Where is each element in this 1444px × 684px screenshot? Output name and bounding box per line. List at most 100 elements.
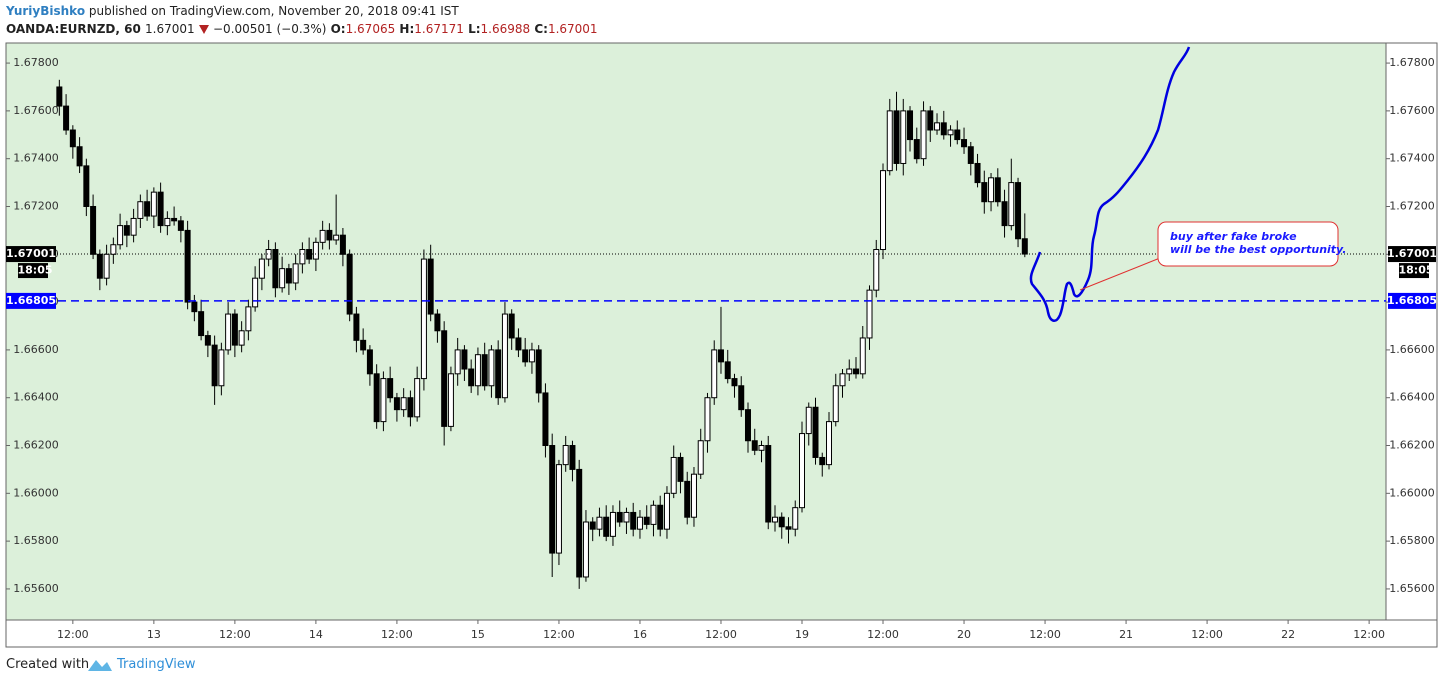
candle-body xyxy=(265,249,272,260)
candle-body xyxy=(1015,182,1022,240)
candle-body xyxy=(474,354,481,387)
candle-body xyxy=(988,177,995,203)
candle-body xyxy=(495,349,502,399)
countdown-tag xyxy=(1399,263,1429,279)
candle-body xyxy=(130,217,137,236)
candle-body xyxy=(400,397,407,411)
candle-body xyxy=(880,170,887,251)
candle-body xyxy=(252,277,259,308)
candle-body xyxy=(934,122,941,131)
ohlc-value: 1.66988 xyxy=(480,22,531,36)
candle-body xyxy=(407,397,414,418)
candle-body xyxy=(562,445,569,466)
candle-body xyxy=(299,249,306,265)
candle-body xyxy=(528,349,535,363)
x-axis xyxy=(5,619,1438,648)
countdown-tag xyxy=(18,263,48,279)
change: −0.00501 (−0.3%) xyxy=(213,22,327,36)
candle-body xyxy=(778,516,785,528)
candle-body xyxy=(555,464,562,554)
candle-body xyxy=(792,507,799,530)
y-tick-label: 1.67600 xyxy=(13,104,59,117)
candle-body xyxy=(798,433,805,509)
last-price: 1.67001 xyxy=(145,22,195,36)
author[interactable]: YuriyBishko xyxy=(6,4,86,18)
candle-body xyxy=(211,344,218,387)
y-tick-label: 1.67400 xyxy=(1389,152,1435,165)
x-tick-label: 21 xyxy=(1119,628,1133,641)
candle-body xyxy=(731,378,738,387)
right-axis xyxy=(1385,42,1438,621)
candle-body xyxy=(961,139,968,148)
ohlc: O:1.67065 H:1.67171 L:1.66988 C:1.67001 xyxy=(331,22,598,36)
price-tag-label: 1.67001 xyxy=(6,247,56,260)
candle-body xyxy=(967,146,974,164)
brand[interactable]: TradingView xyxy=(117,657,196,672)
candle-body xyxy=(994,177,1001,203)
candle-body xyxy=(447,373,454,427)
candle-body xyxy=(333,234,340,241)
ohlc-label: H: xyxy=(399,22,415,36)
price-tag-label: 1.67001 xyxy=(1387,247,1437,260)
candle-body xyxy=(1008,182,1015,227)
candle-body xyxy=(650,504,657,525)
candle-body xyxy=(832,385,839,423)
candle-body xyxy=(724,361,731,380)
candle-body xyxy=(218,349,225,387)
level-tag xyxy=(1388,292,1436,309)
candle-body xyxy=(123,225,130,236)
candle-body xyxy=(1021,238,1028,255)
callout-box xyxy=(1157,221,1339,267)
x-tick-label: 12:00 xyxy=(1029,628,1061,641)
candle-body xyxy=(907,110,914,141)
candle-body xyxy=(360,339,367,351)
candle-body xyxy=(285,268,292,284)
x-tick-label: 16 xyxy=(633,628,647,641)
candle-body xyxy=(319,229,326,243)
candle-body xyxy=(920,110,927,160)
candle-body xyxy=(441,330,448,427)
candle-body xyxy=(603,516,610,537)
candle-body xyxy=(522,349,529,363)
candle-body xyxy=(853,368,860,375)
candle-body xyxy=(866,289,873,339)
candle-body xyxy=(576,468,583,578)
ohlc-value: 1.67065 xyxy=(345,22,396,36)
candle-body xyxy=(272,249,279,289)
candle-body xyxy=(117,225,124,246)
y-tick-label: 1.66000 xyxy=(13,486,59,499)
candle-body xyxy=(549,445,556,554)
candle-body xyxy=(684,480,691,518)
candle-body xyxy=(1001,201,1008,227)
candle-body xyxy=(96,253,103,279)
x-tick-label: 12:00 xyxy=(219,628,251,641)
candle-body xyxy=(717,349,724,363)
y-tick-label: 1.66400 xyxy=(13,391,59,404)
candle-body xyxy=(76,146,83,167)
candle-body xyxy=(225,313,232,351)
y-tick-label: 1.67200 xyxy=(1389,199,1435,212)
ohlc-label: L: xyxy=(468,22,481,36)
candle-body xyxy=(812,406,819,458)
candle-body xyxy=(346,253,353,315)
ohlc-label: C: xyxy=(534,22,548,36)
x-tick-label: 12:00 xyxy=(867,628,899,641)
candle-body xyxy=(90,205,97,255)
forecast-drawing xyxy=(1029,46,1191,322)
ohlc-label: O: xyxy=(330,22,346,36)
level-tag-label: 1.66805 xyxy=(1387,294,1437,307)
candle-body xyxy=(582,521,589,578)
candle-body xyxy=(913,139,920,160)
candle-body xyxy=(488,349,495,387)
candle-body xyxy=(927,110,934,131)
footer-text: Created with xyxy=(6,657,90,672)
y-tick-label: 1.65600 xyxy=(1389,582,1435,595)
callout-pointer xyxy=(1079,257,1161,291)
x-tick-label: 14 xyxy=(309,628,323,641)
candle-body xyxy=(83,165,90,207)
header-line-1: YuriyBishko published on TradingView.com… xyxy=(6,4,459,18)
x-tick-label: 12:00 xyxy=(57,628,89,641)
y-tick-label: 1.65800 xyxy=(1389,534,1435,547)
candle-body xyxy=(697,440,704,475)
